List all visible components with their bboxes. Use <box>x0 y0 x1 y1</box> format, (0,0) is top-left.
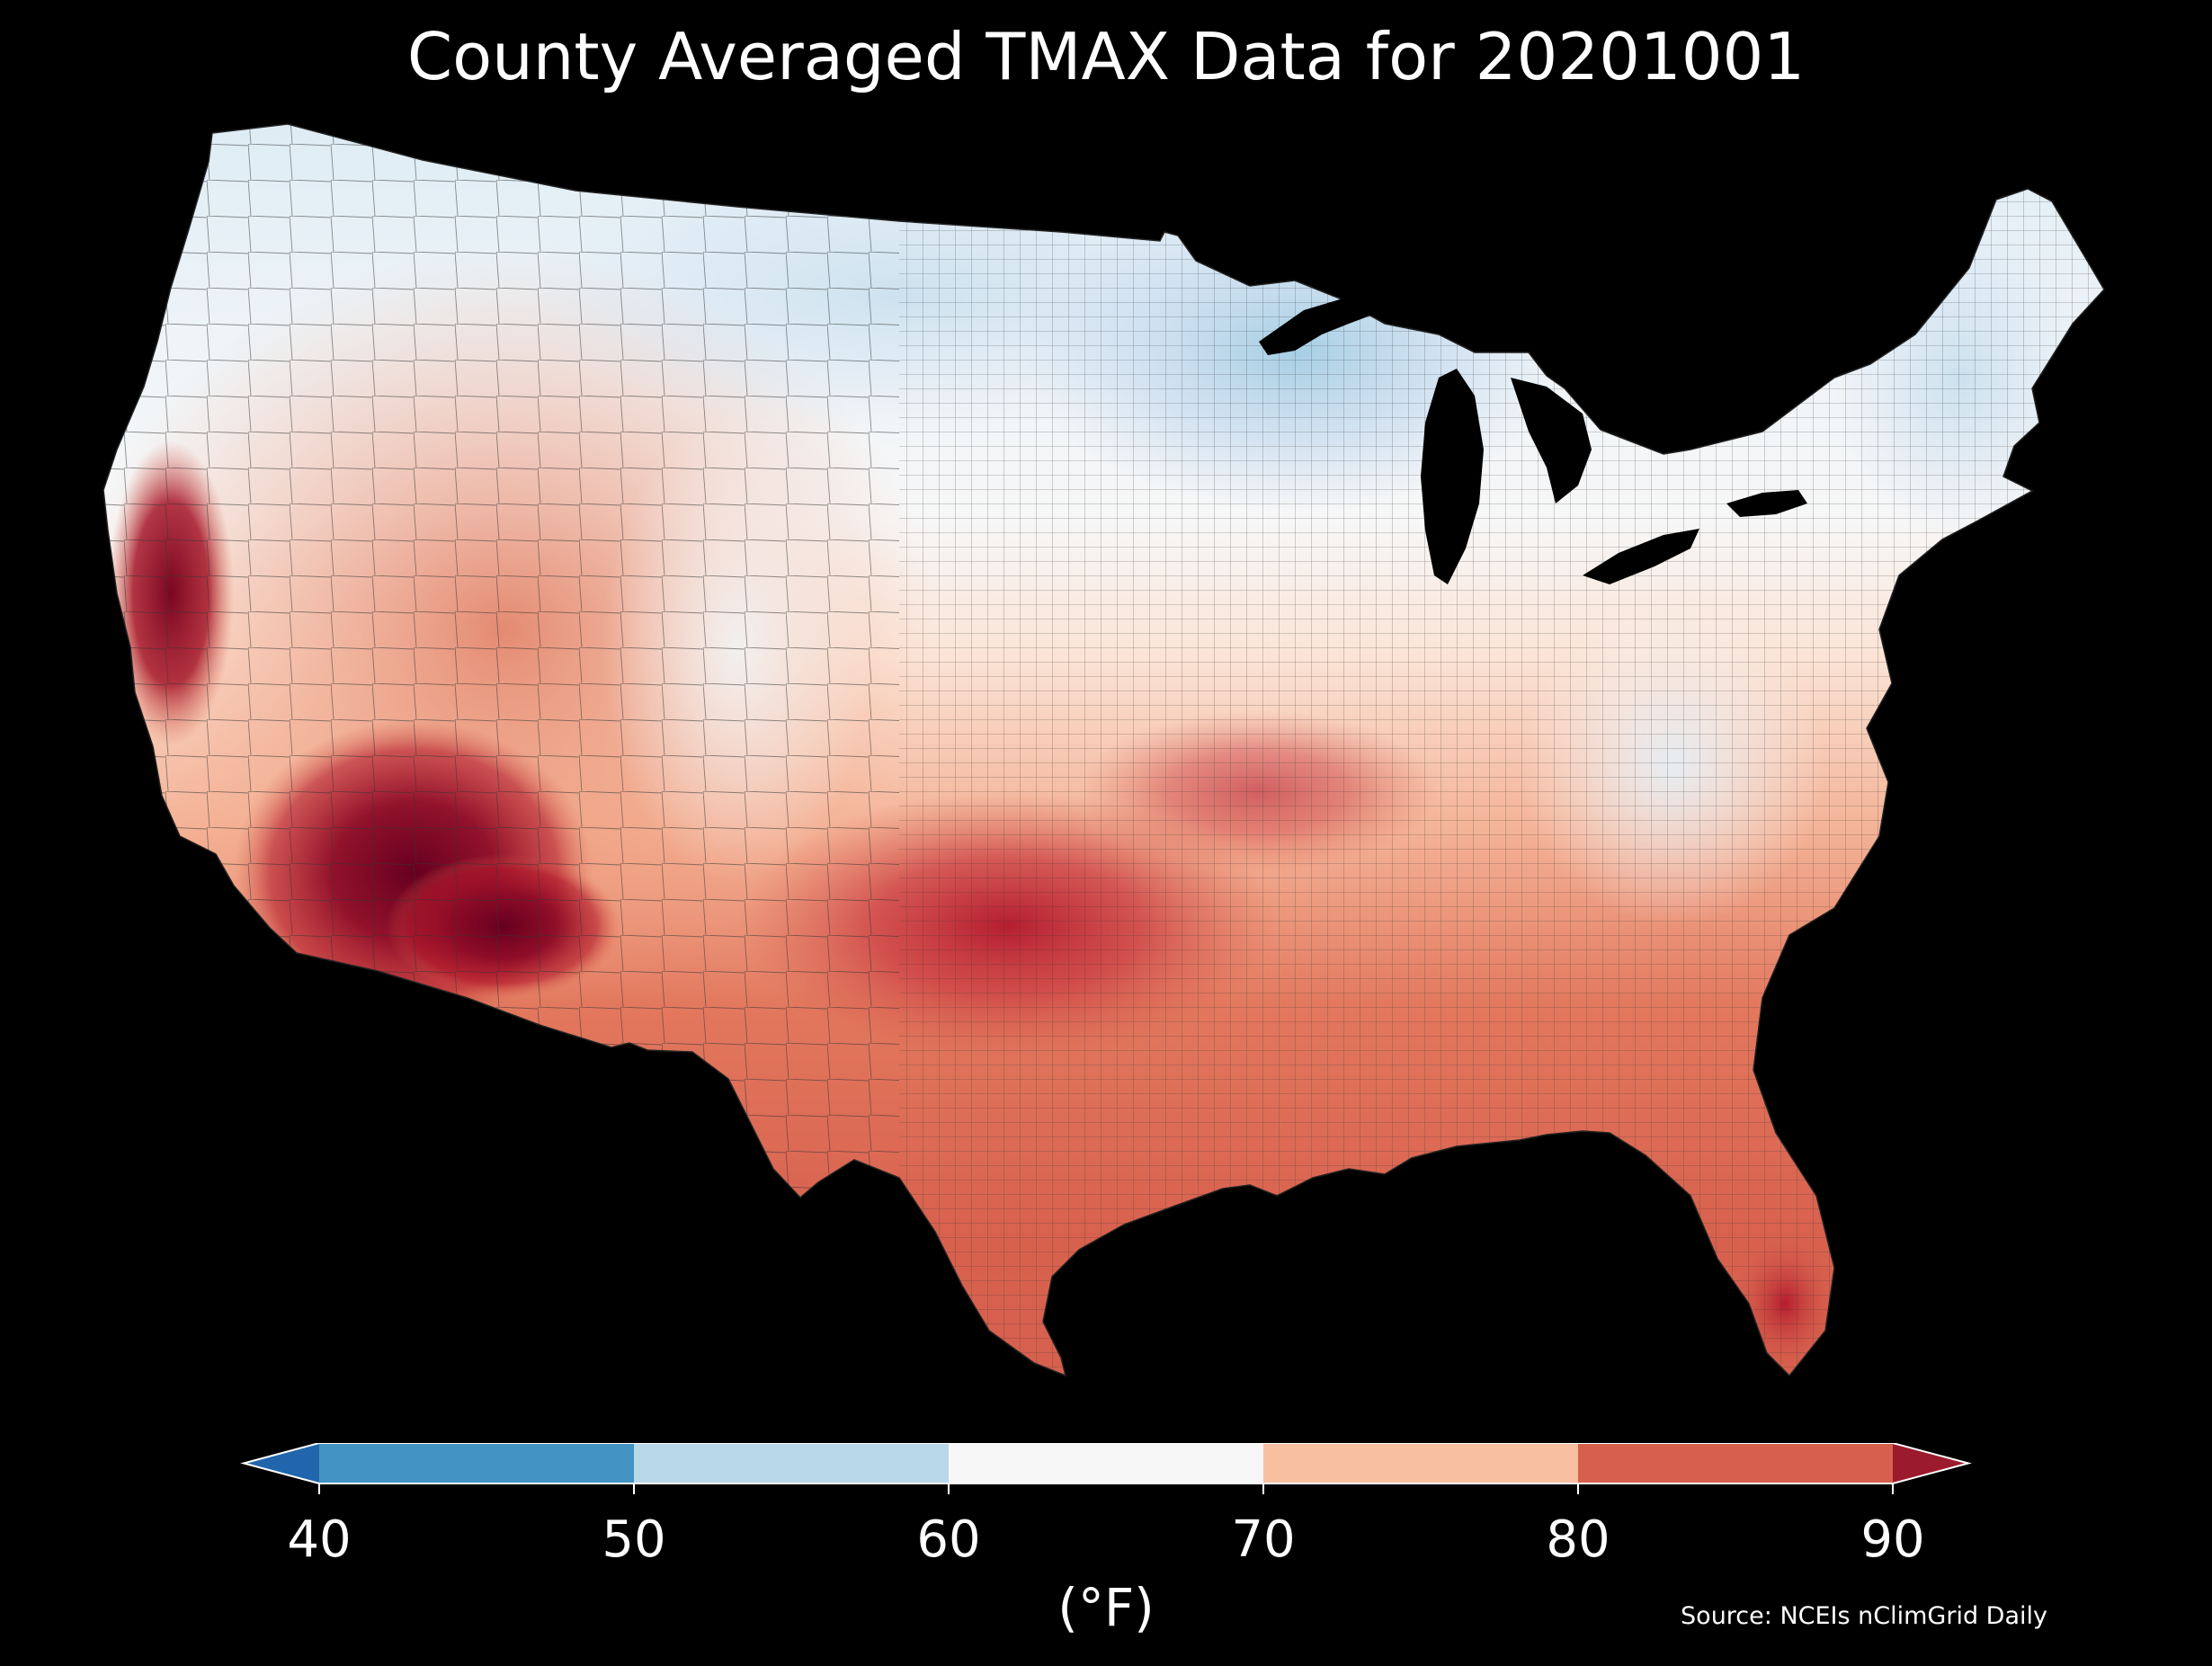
colorbar-bin-60-70 <box>949 1443 1263 1483</box>
great-lakes <box>1259 286 1807 584</box>
colorbar-units-label: (°F) <box>1057 1577 1155 1638</box>
colorbar-tick-label-80: 80 <box>1546 1510 1610 1569</box>
colorbar-bin-40-50 <box>319 1443 634 1483</box>
colorbar-extend-high <box>1893 1443 1968 1483</box>
colorbar-tick-label-40: 40 <box>287 1510 352 1569</box>
us-outline <box>103 123 2105 1377</box>
lake-superior <box>1259 286 1403 355</box>
colorbar-tick-label-70: 70 <box>1231 1510 1296 1569</box>
colorbar-bin-50-60 <box>634 1443 949 1483</box>
colorbar-bin-80-90 <box>1578 1443 1893 1483</box>
colorbar-extend-low <box>244 1443 319 1483</box>
us-county-choropleth-map <box>103 123 2105 1377</box>
colorbar-bin-70-80 <box>1263 1443 1578 1483</box>
map-title: County Averaged TMAX Data for 20201001 <box>406 19 1806 94</box>
county-fill-layer <box>103 124 2104 1376</box>
colorbar-tick-label-90: 90 <box>1860 1510 1925 1569</box>
lake-ontario <box>1726 490 1807 517</box>
lake-michigan <box>1421 369 1484 584</box>
lake-huron <box>1511 378 1592 503</box>
colorbar-ticks <box>318 1483 1894 1494</box>
colorbar <box>240 1443 1972 1494</box>
colorbar-tick-label-50: 50 <box>602 1510 666 1569</box>
lake-erie <box>1583 529 1699 584</box>
colorbar-tick-label-60: 60 <box>916 1510 981 1569</box>
source-credit: Source: NCEIs nClimGrid Daily <box>1681 1602 2047 1630</box>
